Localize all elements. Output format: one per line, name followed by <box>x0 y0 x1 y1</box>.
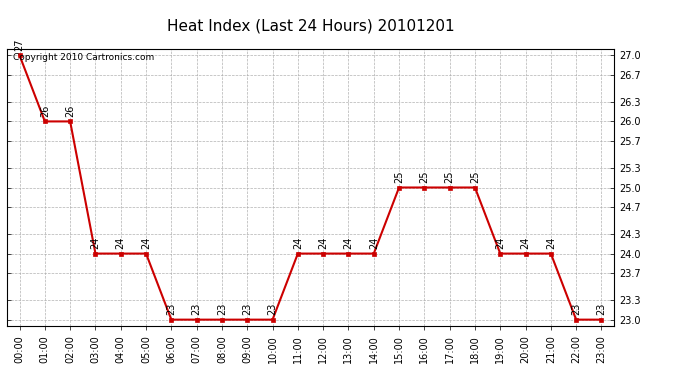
Text: 24: 24 <box>368 237 379 249</box>
Text: 26: 26 <box>40 105 50 117</box>
Text: 23: 23 <box>596 303 607 315</box>
Text: 26: 26 <box>65 105 75 117</box>
Text: 25: 25 <box>470 171 480 183</box>
Text: 24: 24 <box>546 237 556 249</box>
Text: 24: 24 <box>520 237 531 249</box>
Text: 24: 24 <box>293 237 303 249</box>
Text: 23: 23 <box>242 303 253 315</box>
Text: Heat Index (Last 24 Hours) 20101201: Heat Index (Last 24 Hours) 20101201 <box>167 19 454 34</box>
Text: 24: 24 <box>495 237 505 249</box>
Text: 25: 25 <box>394 171 404 183</box>
Text: Copyright 2010 Cartronics.com: Copyright 2010 Cartronics.com <box>13 53 155 62</box>
Text: 23: 23 <box>192 303 201 315</box>
Text: 23: 23 <box>217 303 227 315</box>
Text: 24: 24 <box>90 237 101 249</box>
Text: 25: 25 <box>444 171 455 183</box>
Text: 24: 24 <box>116 237 126 249</box>
Text: 24: 24 <box>318 237 328 249</box>
Text: 24: 24 <box>344 237 353 249</box>
Text: 23: 23 <box>166 303 177 315</box>
Text: 23: 23 <box>571 303 581 315</box>
Text: 27: 27 <box>14 39 25 51</box>
Text: 24: 24 <box>141 237 151 249</box>
Text: 25: 25 <box>420 171 429 183</box>
Text: 23: 23 <box>268 303 277 315</box>
